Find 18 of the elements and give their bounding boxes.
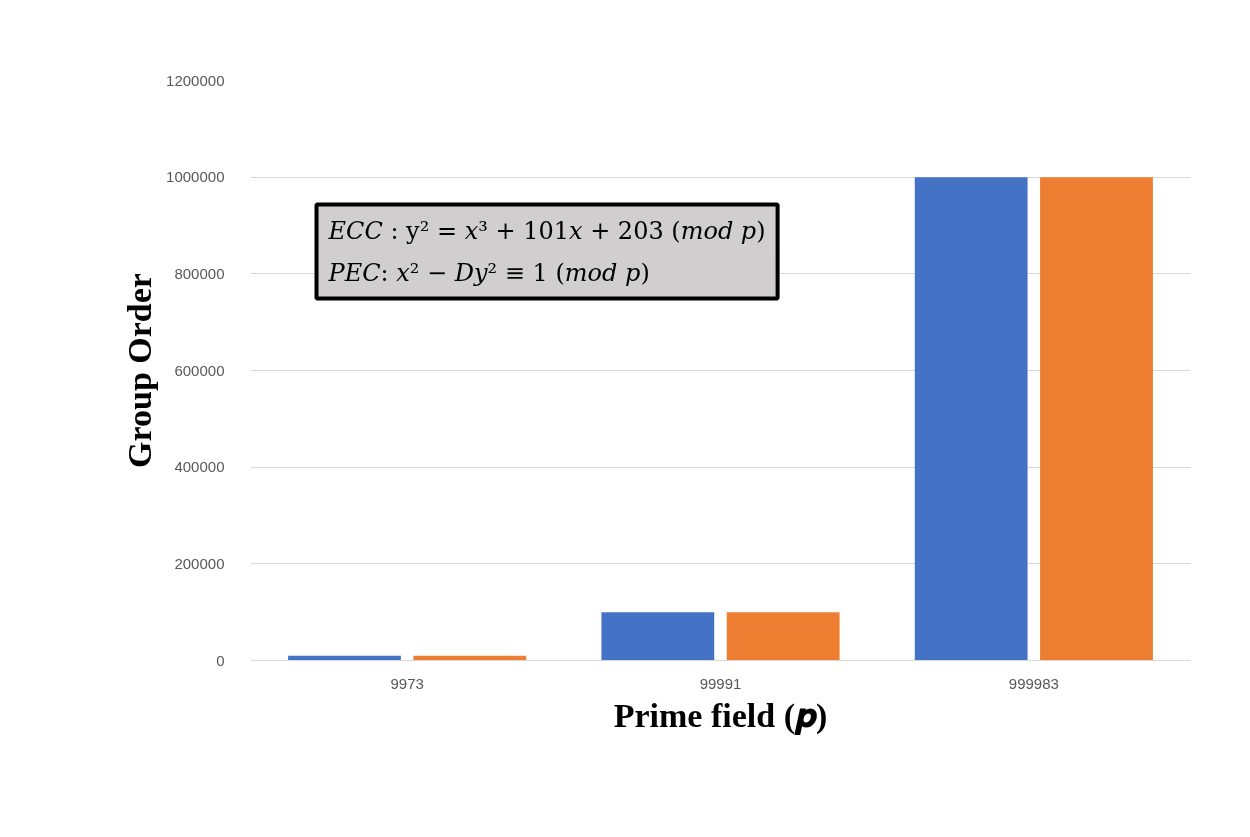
y-tick-label: 1200000 bbox=[166, 71, 225, 89]
bar bbox=[1040, 177, 1153, 661]
y-tick-label: 1000000 bbox=[166, 168, 225, 186]
x-tick-label: 999983 bbox=[1008, 674, 1059, 692]
x-tick-label: 9973 bbox=[390, 674, 424, 692]
bar bbox=[601, 612, 715, 661]
y-tick-label: 0 bbox=[216, 651, 225, 669]
bar bbox=[914, 177, 1028, 661]
x-tick-label: 99991 bbox=[699, 674, 742, 692]
y-tick-label: 800000 bbox=[174, 264, 225, 282]
y-tick-label: 600000 bbox=[174, 361, 225, 379]
y-axis-title: Group Order bbox=[121, 273, 159, 468]
x-axis-title: Prime field (𝒑) bbox=[613, 696, 828, 735]
annotation: 𝑃𝐸𝐶: 𝑥² − 𝐷𝑦² ≡ 1 (𝑚𝑜𝑑 𝑝) bbox=[327, 258, 650, 287]
bar bbox=[726, 612, 840, 661]
y-tick-label: 200000 bbox=[174, 554, 225, 572]
annotation: 𝐸𝐶𝐶 : y² = 𝑥³ + 101𝑥 + 203 (𝑚𝑜𝑑 𝑝) bbox=[327, 216, 766, 245]
y-tick-label: 400000 bbox=[174, 458, 225, 476]
